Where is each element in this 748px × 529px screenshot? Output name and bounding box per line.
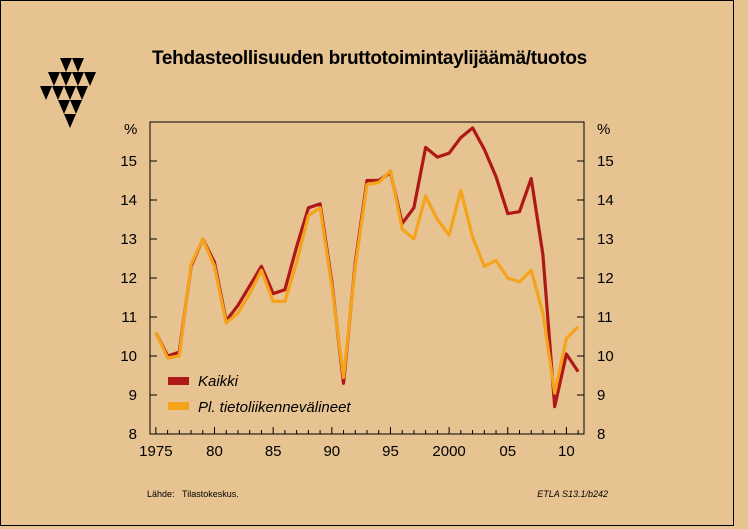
legend-swatch-pl bbox=[168, 402, 189, 410]
series-line-pl-tietoliikennevalineet bbox=[154, 169, 580, 395]
y-tick-label-right: 11 bbox=[597, 309, 613, 326]
legend-label-pl: Pl. tietoliikennevälineet bbox=[198, 399, 351, 416]
x-tick-label: 80 bbox=[206, 443, 223, 460]
x-tick-label: 2000 bbox=[432, 443, 465, 460]
x-tick-label: 05 bbox=[499, 443, 516, 460]
legend-label-kaikki: Kaikki bbox=[198, 373, 239, 390]
series-line-kaikki bbox=[154, 126, 580, 409]
x-tick-label: 85 bbox=[265, 443, 282, 460]
x-tick-label: 10 bbox=[558, 443, 575, 460]
y-tick-label-right: 8 bbox=[597, 426, 605, 443]
source-value: Tilastokeskus. bbox=[182, 489, 239, 499]
y-tick-label-left: 15 bbox=[120, 153, 137, 170]
etla-logo bbox=[40, 58, 96, 128]
y-tick-label-left: 9 bbox=[129, 387, 137, 404]
chart-title: Tehdasteollisuuden bruttotoimintaylijääm… bbox=[152, 48, 587, 69]
legend: Kaikki Pl. tietoliikennevälineet bbox=[168, 373, 351, 416]
y-tick-label-left: 14 bbox=[120, 192, 137, 209]
y-unit-right: % bbox=[597, 121, 610, 138]
x-tick-label: 95 bbox=[382, 443, 399, 460]
y-tick-label-right: 14 bbox=[597, 192, 614, 209]
y-unit-left: % bbox=[124, 121, 137, 138]
chart-frame bbox=[0, 0, 734, 526]
x-tick-label: 90 bbox=[323, 443, 340, 460]
y-tick-label-right: 15 bbox=[597, 153, 614, 170]
y-tick-label-left: 13 bbox=[120, 231, 137, 248]
y-tick-label-right: 13 bbox=[597, 231, 614, 248]
y-tick-label-right: 10 bbox=[597, 348, 614, 365]
y-tick-label-right: 12 bbox=[597, 270, 614, 287]
y-tick-label-right: 9 bbox=[597, 387, 605, 404]
legend-swatch-kaikki bbox=[168, 377, 189, 385]
source-label: Lähde: bbox=[147, 489, 175, 499]
x-tick-label: 1975 bbox=[139, 443, 172, 460]
chart-code: ETLA S13.1/b242 bbox=[537, 489, 608, 499]
y-tick-label-left: 8 bbox=[129, 426, 137, 443]
y-tick-label-left: 11 bbox=[121, 309, 137, 326]
y-tick-label-left: 10 bbox=[120, 348, 137, 365]
source-note: Lähde: Tilastokeskus. bbox=[147, 489, 239, 499]
y-tick-label-left: 12 bbox=[120, 270, 137, 287]
